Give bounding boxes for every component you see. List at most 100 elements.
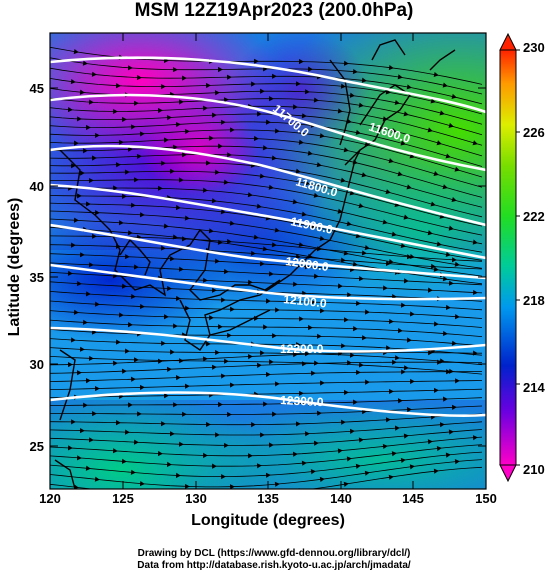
streamline-arrow	[94, 386, 100, 392]
streamline-arrow	[124, 348, 130, 354]
streamline-arrow	[121, 116, 127, 123]
streamline-arrow	[113, 108, 118, 115]
streamline-arrow	[79, 252, 85, 258]
y-tick-label: 45	[30, 81, 44, 96]
streamline-arrow	[260, 350, 265, 356]
streamline-arrow	[226, 74, 232, 80]
streamline-arrow	[347, 360, 352, 366]
streamline	[50, 413, 483, 426]
streamline-arrow	[358, 203, 364, 209]
streamline-arrow	[364, 244, 370, 251]
streamline-arrow	[406, 337, 412, 343]
streamline-arrow	[346, 292, 352, 298]
streamline-arrow	[346, 221, 352, 227]
streamline-arrow	[343, 250, 349, 256]
streamline-arrow	[337, 283, 343, 289]
streamline-arrow	[77, 193, 82, 199]
streamline-arrow	[83, 402, 88, 408]
streamline-arrow	[136, 74, 142, 81]
streamline-arrow	[299, 316, 304, 322]
streamline-arrow	[403, 433, 409, 439]
streamline-arrow	[250, 250, 256, 256]
streamline-arrow	[397, 398, 403, 404]
streamline-arrow	[202, 105, 208, 111]
streamline-arrow	[355, 129, 361, 135]
streamline-arrow	[268, 271, 274, 277]
streamline-arrow	[349, 352, 355, 358]
streamline-arrow	[433, 468, 439, 474]
streamline-arrow	[164, 393, 169, 399]
streamline-arrow	[343, 389, 349, 396]
streamline-arrow	[230, 306, 235, 312]
streamline-arrow	[85, 378, 91, 384]
streamline-arrow	[316, 162, 322, 168]
streamline-arrow	[403, 365, 409, 371]
streamline	[50, 371, 482, 382]
streamline-arrow	[292, 104, 298, 110]
streamline-arrow	[227, 332, 232, 338]
streamline-arrow	[269, 359, 274, 365]
streamline-arrow	[161, 340, 166, 346]
streamline-arrow	[115, 162, 121, 168]
streamline-arrow	[230, 127, 235, 133]
x-tick-label: 120	[39, 491, 61, 506]
streamline-arrow	[433, 266, 439, 272]
streamline-arrow	[202, 277, 208, 283]
streamline-arrow	[301, 113, 307, 119]
streamline-arrow	[394, 202, 400, 208]
streamline-arrow	[472, 435, 478, 441]
streamline-arrow	[94, 210, 100, 216]
streamline-arrow	[223, 179, 229, 185]
streamline-arrow	[172, 144, 178, 150]
streamline-arrow	[121, 458, 127, 464]
streamline-arrow	[251, 81, 256, 87]
streamline-arrow	[430, 98, 436, 104]
streamline-arrow	[161, 84, 166, 90]
streamline-arrow	[340, 343, 346, 349]
streamline-arrow	[442, 330, 448, 337]
x-tick-label: 135	[257, 491, 279, 506]
streamline-arrow	[184, 383, 190, 389]
streamline-arrow	[76, 281, 82, 287]
streamline-arrow	[205, 82, 211, 89]
streamline-arrow	[454, 166, 460, 172]
streamline-arrow	[229, 220, 235, 226]
streamline-arrow	[343, 481, 349, 487]
streamline-arrow	[163, 137, 169, 143]
streamline-arrow	[295, 254, 301, 260]
streamline-arrow	[292, 352, 298, 358]
streamline-arrow	[410, 378, 415, 385]
streamline	[50, 187, 483, 245]
streamline-arrow	[130, 376, 136, 382]
streamline-arrow	[454, 261, 460, 267]
streamline-arrow	[70, 242, 76, 248]
streamline-arrow	[340, 419, 346, 425]
streamline-arrow	[248, 453, 253, 459]
streamline-arrow	[121, 368, 127, 374]
streamline-arrow	[400, 243, 406, 249]
streamline-arrow	[385, 417, 391, 423]
streamline-arrow	[229, 484, 235, 489]
streamline-arrow	[229, 382, 235, 388]
streamline-arrow	[173, 323, 178, 329]
streamline-arrow	[406, 407, 412, 413]
streamline	[50, 436, 483, 457]
streamline-arrow	[439, 213, 445, 219]
streamline-arrow	[112, 360, 118, 366]
x-tick-label: 125	[112, 491, 134, 506]
streamline-arrow	[265, 371, 271, 378]
streamline-arrow	[313, 273, 319, 279]
streamline-arrow	[166, 366, 172, 372]
streamline-arrow	[163, 57, 169, 64]
streamline-arrow	[271, 155, 277, 161]
streamline-arrow	[269, 96, 274, 102]
streamline-arrow	[361, 250, 367, 256]
streamline-arrow	[209, 135, 214, 141]
y-tick-label: 30	[30, 357, 44, 372]
streamline-arrow	[355, 463, 361, 469]
streamline-arrow	[275, 307, 280, 313]
contour-label: 12200.0	[280, 342, 324, 356]
streamline-arrow	[160, 245, 166, 251]
streamline-arrow	[173, 402, 178, 408]
streamline-arrow	[337, 108, 343, 114]
